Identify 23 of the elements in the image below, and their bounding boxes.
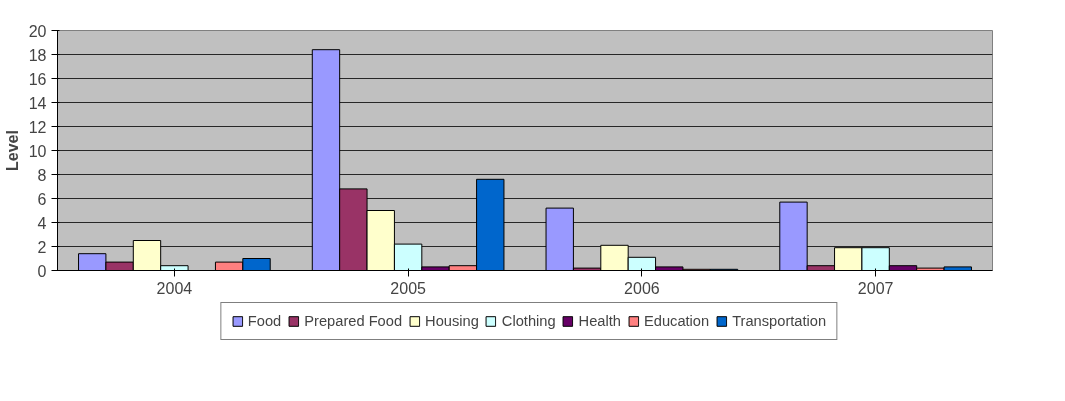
legend-label: Transportation <box>732 313 827 329</box>
y-axis-title: Level <box>3 130 21 171</box>
x-tick-label: 2007 <box>857 279 894 297</box>
y-tick-label: 20 <box>28 22 47 40</box>
y-tick-label: 6 <box>37 190 47 208</box>
y-tick-label: 16 <box>28 70 47 88</box>
x-tick-label: 2006 <box>624 279 660 297</box>
legend-label: Housing <box>425 313 479 329</box>
legend-label: Food <box>247 313 282 329</box>
legend-label: Health <box>578 313 621 329</box>
y-tick-label: 0 <box>37 262 47 280</box>
y-tick-label: 18 <box>28 46 47 64</box>
y-tick-label: 2 <box>37 238 47 256</box>
y-tick-label: 12 <box>28 118 47 136</box>
x-tick-label: 2005 <box>390 279 427 297</box>
legend-label: Clothing <box>501 313 556 329</box>
y-tick-label: 10 <box>28 142 47 160</box>
legend-label: Education <box>643 313 710 329</box>
y-tick-label: 14 <box>28 94 47 112</box>
y-tick-label: 8 <box>37 166 47 184</box>
legend-label: Prepared Food <box>304 313 403 329</box>
y-tick-label: 4 <box>37 214 47 232</box>
x-tick-label: 2004 <box>156 279 193 297</box>
